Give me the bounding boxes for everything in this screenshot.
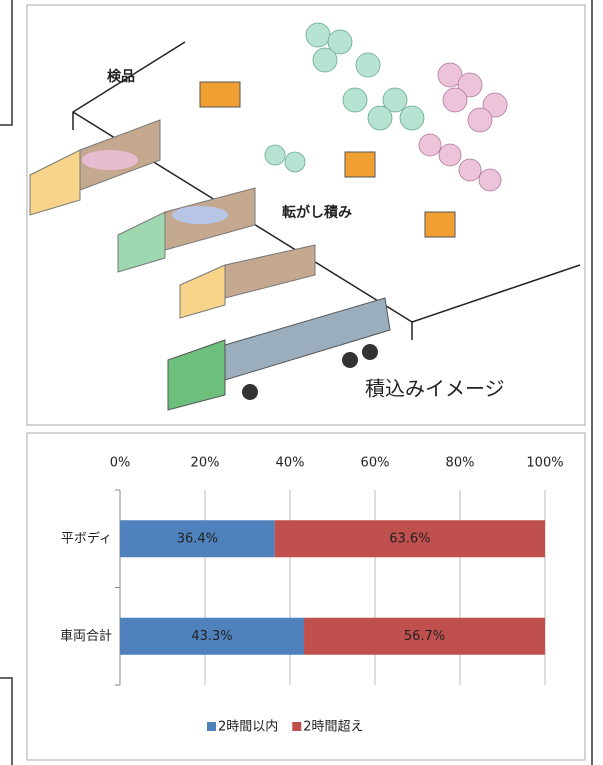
chart-panel bbox=[26, 432, 586, 761]
x-tick-label: 100% bbox=[526, 456, 563, 471]
legend-swatch bbox=[207, 722, 216, 731]
data-label: 56.7% bbox=[404, 629, 445, 644]
legend-label: 2時間以内 bbox=[218, 719, 278, 735]
label: 転がし積み bbox=[282, 204, 352, 221]
data-label: 43.3% bbox=[191, 629, 232, 644]
rolls-pink bbox=[418, 62, 508, 192]
x-tick-label: 20% bbox=[191, 456, 220, 471]
trucks bbox=[29, 119, 391, 411]
chart: 0% 20% 40% 60% 80% 100% 平ボディ 36.4% 63.6% 車両合計 43.3… bbox=[60, 456, 564, 735]
x-tick-label: 40% bbox=[276, 456, 305, 471]
data-label: 63.6% bbox=[389, 531, 430, 546]
legend-swatch bbox=[292, 722, 302, 731]
bar bbox=[304, 617, 545, 655]
x-tick-label: 60% bbox=[361, 456, 390, 471]
y-tick-label: 平ボディ bbox=[61, 530, 112, 546]
label: 検品 bbox=[107, 68, 135, 85]
bar bbox=[274, 520, 545, 558]
x-tick-label: 80% bbox=[446, 456, 475, 471]
rolls-green bbox=[264, 22, 425, 173]
data-label: 36.4% bbox=[177, 531, 218, 546]
bar bbox=[120, 520, 275, 558]
bar bbox=[120, 617, 305, 655]
x-tick-label: 0% bbox=[110, 456, 131, 471]
y-tick-label: 車両合計 bbox=[60, 628, 112, 644]
forklifts bbox=[199, 81, 456, 238]
illustration: 検品 転がし積み 積込みイメージ bbox=[29, 22, 581, 411]
label: 積込みイメージ bbox=[365, 377, 505, 401]
legend-label: 2時間超え bbox=[303, 720, 363, 735]
